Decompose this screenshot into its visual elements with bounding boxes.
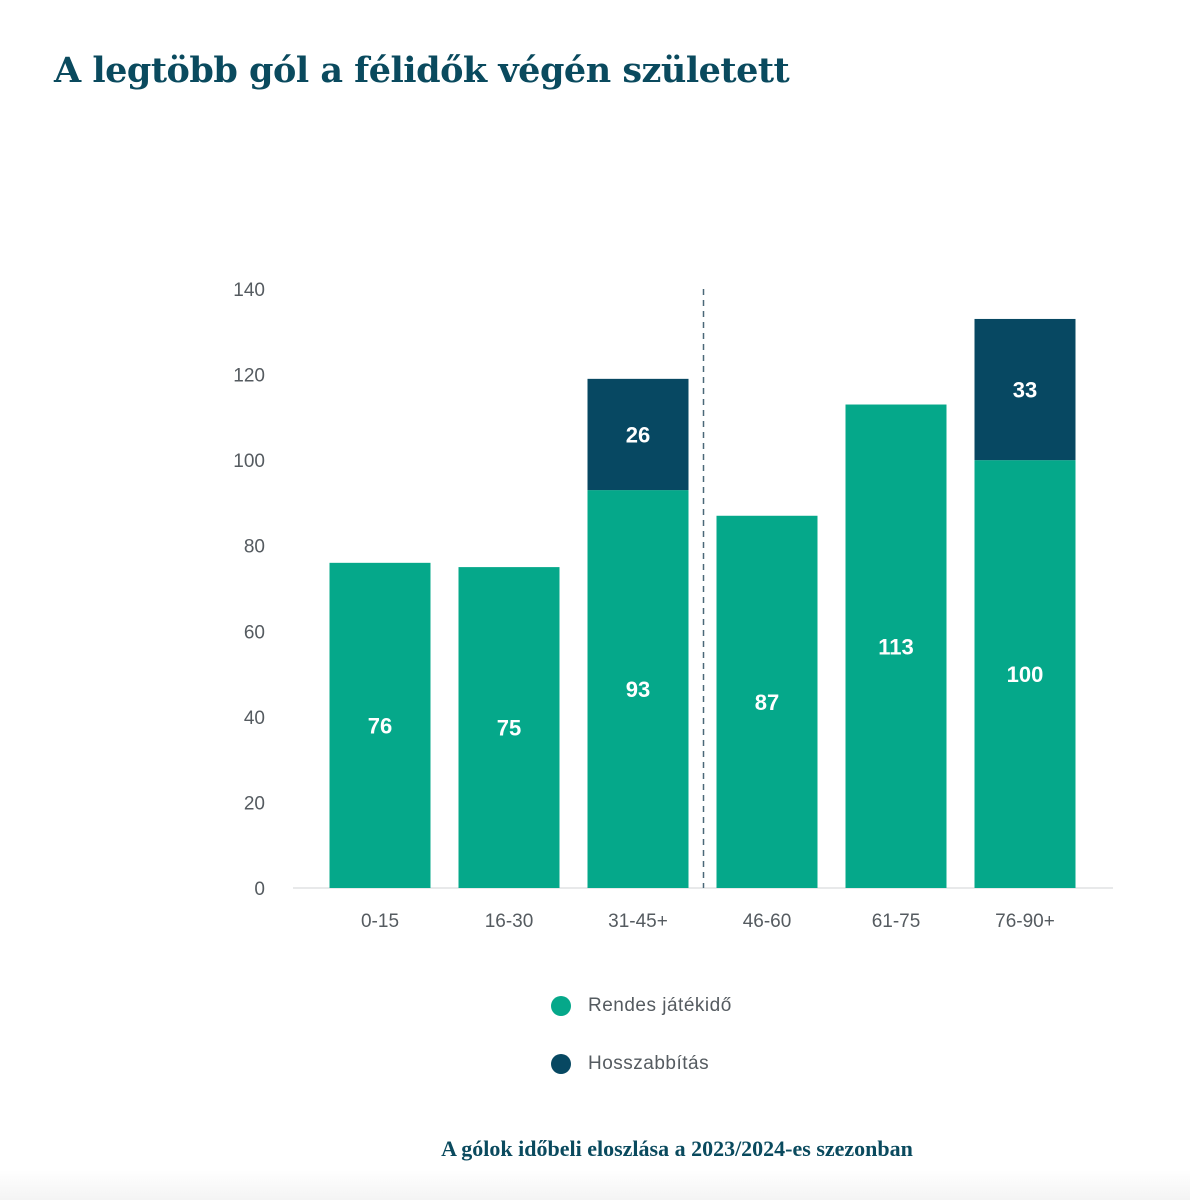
x-category-label: 0-15 [361, 911, 399, 932]
y-tick-label: 140 [233, 280, 265, 301]
bar-value-label: 76 [368, 713, 392, 738]
y-tick-label: 60 [244, 622, 265, 643]
bar-segment [458, 567, 560, 888]
bar-value-label: 100 [1007, 662, 1044, 687]
page-bottom-band [0, 1170, 1190, 1200]
bar-segment [329, 562, 431, 888]
bar-segment [845, 404, 947, 888]
bar-segment [716, 515, 818, 888]
legend: Rendes játékidő Hosszabbítás [551, 990, 732, 1106]
chart-title: A legtöbb gól a félidők végén született [54, 50, 790, 91]
legend-label-extra-time: Hosszabbítás [588, 1053, 710, 1074]
x-category-label: 31-45+ [608, 911, 668, 932]
bar-value-label: 33 [1013, 378, 1037, 403]
legend-swatch-extra-time [551, 1054, 571, 1074]
bar-segment [587, 378, 689, 491]
bar-value-label: 26 [626, 422, 650, 447]
bar-value-label: 75 [497, 716, 521, 741]
legend-label-regular: Rendes játékidő [588, 995, 732, 1016]
bar-value-label: 93 [626, 677, 650, 702]
y-tick-label: 40 [244, 708, 265, 729]
legend-item-extra-time: Hosszabbítás [551, 1048, 732, 1080]
bar-value-label: 113 [878, 634, 914, 659]
bar-segment [974, 460, 1076, 888]
bar-segment [974, 318, 1076, 461]
legend-item-regular: Rendes játékidő [551, 990, 732, 1022]
y-tick-label: 80 [244, 537, 265, 558]
x-category-label: 61-75 [872, 911, 921, 932]
chart-caption: A gólok időbeli eloszlása a 2023/2024-es… [441, 1136, 913, 1161]
y-tick-label: 20 [244, 793, 265, 814]
bar-value-label: 87 [755, 690, 779, 715]
x-category-label: 46-60 [743, 911, 792, 932]
stacked-bar-chart: 0 20 40 60 80 100 120 140 76 0-15 75 16-30 93 26 31-45… [233, 280, 1113, 932]
bar-segment [587, 490, 689, 888]
y-tick-label: 0 [254, 879, 265, 900]
legend-swatch-regular [551, 996, 571, 1016]
y-tick-label: 100 [233, 451, 265, 472]
x-category-label: 76-90+ [995, 911, 1055, 932]
x-category-label: 16-30 [485, 911, 534, 932]
y-tick-label: 120 [233, 366, 265, 387]
